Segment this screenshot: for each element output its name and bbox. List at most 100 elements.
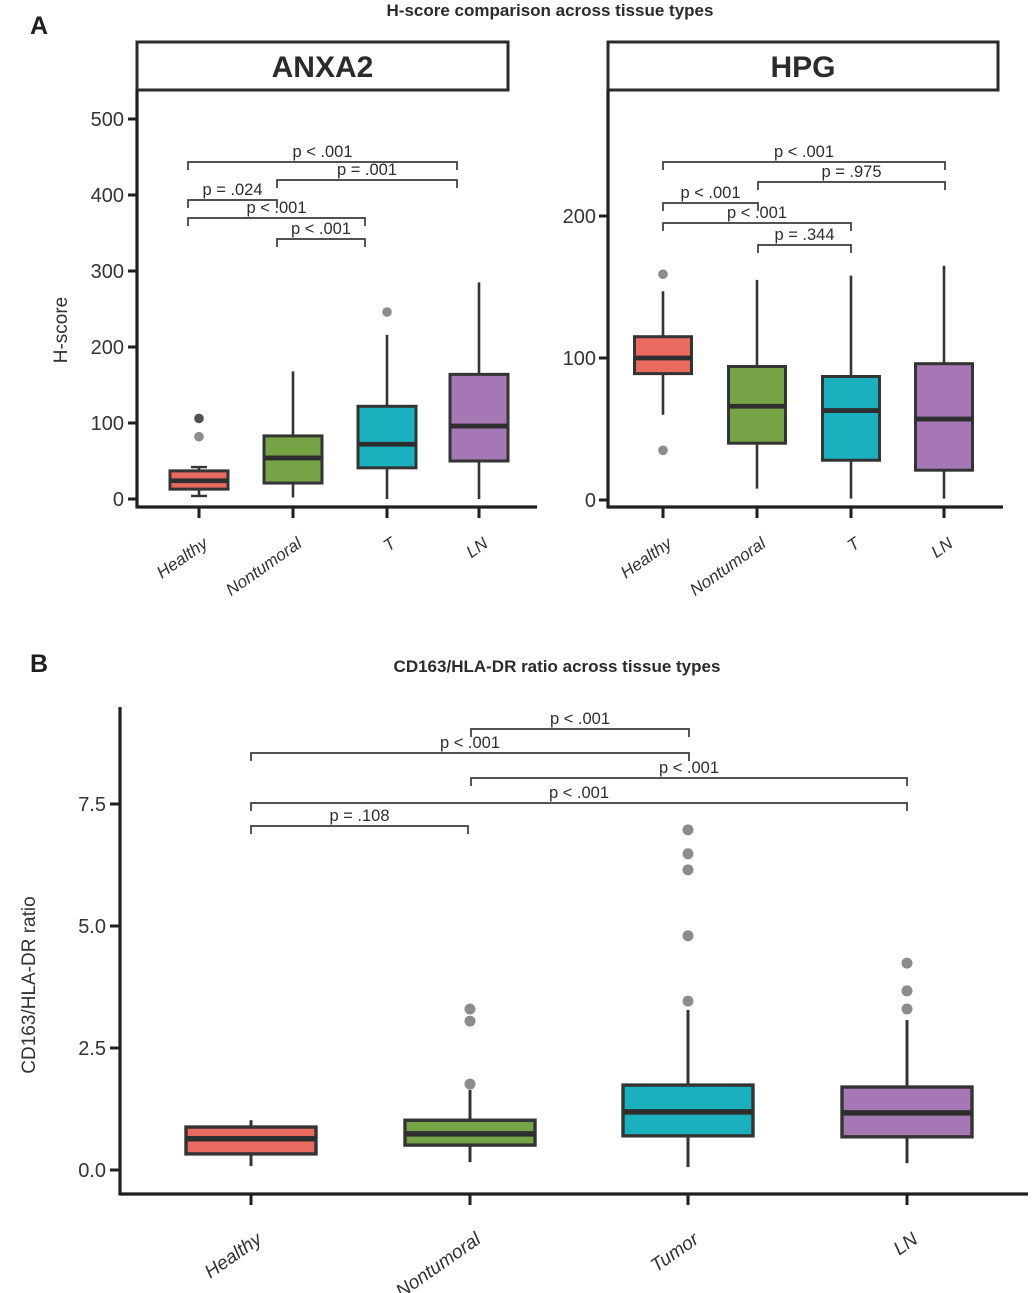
y-tick-label: 0 bbox=[585, 490, 596, 512]
panel-a-letter: A bbox=[30, 12, 49, 40]
p-value-label: p = .975 bbox=[821, 163, 881, 181]
subplot-header-box bbox=[135, 40, 510, 92]
iqr-box bbox=[448, 372, 510, 463]
outlier-point bbox=[464, 1015, 476, 1027]
outlier-point bbox=[901, 985, 913, 997]
outlier-point bbox=[682, 824, 694, 836]
significance-bracket bbox=[250, 825, 469, 834]
outlier-point bbox=[658, 269, 668, 280]
significance-bracket bbox=[250, 802, 908, 811]
x-category-label: T bbox=[844, 533, 865, 555]
significance-bracket bbox=[187, 161, 458, 170]
box-t bbox=[821, 275, 881, 499]
significance-bracket bbox=[187, 199, 278, 208]
p-value-label: p = .024 bbox=[202, 181, 262, 199]
y-tick-label: 200 bbox=[91, 337, 124, 359]
p-value-label: p = .001 bbox=[337, 161, 397, 179]
subplot-title: HPG bbox=[770, 51, 835, 84]
p-value-label: p < .001 bbox=[292, 143, 352, 161]
iqr-box bbox=[821, 374, 881, 462]
significance-bracket bbox=[757, 181, 946, 190]
x-category-label: Healthy bbox=[617, 533, 676, 582]
significance-bracket bbox=[470, 728, 690, 737]
box-t bbox=[356, 307, 418, 499]
significance-bracket bbox=[470, 777, 908, 786]
p-value-label: p < .001 bbox=[659, 759, 719, 777]
iqr-box bbox=[356, 404, 418, 470]
y-tick-label: 0 bbox=[113, 489, 124, 511]
significance-bracket bbox=[662, 202, 759, 211]
p-value-label: p < .001 bbox=[291, 220, 351, 238]
outlier-point bbox=[658, 445, 668, 456]
box-nontumoral bbox=[262, 371, 324, 498]
subplot-title: ANXA2 bbox=[272, 51, 374, 84]
p-value-label: p < .001 bbox=[549, 784, 609, 802]
box-ln bbox=[448, 282, 510, 499]
x-category-label: LN bbox=[890, 1229, 922, 1260]
significance-bracket bbox=[250, 752, 690, 761]
outlier-point bbox=[464, 1078, 476, 1090]
y-tick-label: 5.0 bbox=[78, 916, 106, 938]
box-ln bbox=[914, 265, 974, 499]
outlier-point bbox=[682, 930, 694, 942]
plot-anxa2: ANXA2 0 100 200 300 400 500 Healthy Nontumoral T L… bbox=[91, 40, 537, 600]
p-value-label: p < .001 bbox=[550, 710, 610, 728]
x-category-label: LN bbox=[463, 533, 492, 561]
significance-bracket bbox=[276, 238, 366, 247]
p-value-label: p = .344 bbox=[774, 226, 834, 244]
box-healthy bbox=[184, 1120, 318, 1167]
y-tick-label: 500 bbox=[91, 109, 124, 131]
outlier-point bbox=[682, 995, 694, 1007]
panel-b-title: CD163/HLA-DR ratio across tissue types bbox=[393, 657, 721, 676]
panel-a-title: H-score comparison across tissue types bbox=[386, 1, 714, 20]
y-tick-label: 200 bbox=[563, 206, 596, 228]
outlier-point bbox=[682, 864, 694, 876]
significance-bracket bbox=[276, 179, 458, 188]
plot-panel-b: 0.0 2.5 5.0 7.5 Healthy Nontumoral Tumor LN p < … bbox=[78, 707, 1028, 1293]
outlier-point bbox=[382, 307, 392, 317]
p-value-label: p < .001 bbox=[246, 199, 306, 217]
outlier-point bbox=[901, 957, 913, 969]
plot-hpg: HPG 0 100 200 Healthy Nontumoral T LN p < .001 p … bbox=[563, 40, 1003, 600]
box-nontumoral bbox=[403, 1003, 537, 1163]
x-category-label: Nontumoral bbox=[222, 533, 306, 600]
y-tick-label: 300 bbox=[91, 261, 124, 283]
x-category-label: Healthy bbox=[201, 1228, 267, 1283]
significance-bracket bbox=[187, 217, 366, 226]
x-category-label: LN bbox=[928, 533, 957, 561]
outlier-point bbox=[194, 413, 204, 424]
p-value-label: p = .108 bbox=[329, 807, 389, 825]
x-category-label: Nontumoral bbox=[392, 1228, 485, 1293]
y-tick-label: 7.5 bbox=[78, 794, 106, 816]
box-nontumoral bbox=[727, 279, 787, 489]
box-ln bbox=[840, 957, 974, 1164]
box-healthy bbox=[633, 269, 693, 456]
p-value-label: p < .001 bbox=[727, 204, 787, 222]
outlier-point bbox=[901, 1003, 913, 1015]
significance-bracket bbox=[757, 244, 852, 253]
iqr-box bbox=[633, 335, 693, 376]
p-value-label: p < .001 bbox=[774, 143, 834, 161]
y-tick-label: 2.5 bbox=[78, 1038, 106, 1060]
y-tick-label: 100 bbox=[563, 348, 596, 370]
outlier-point bbox=[682, 848, 694, 860]
outlier-point bbox=[464, 1003, 476, 1015]
x-category-label: T bbox=[380, 533, 401, 555]
significance-bracket bbox=[662, 161, 946, 170]
box-tumor bbox=[621, 824, 755, 1168]
subplot-header-box bbox=[606, 40, 1000, 92]
x-category-label: Healthy bbox=[153, 533, 212, 582]
p-value-label: p < .001 bbox=[680, 184, 740, 202]
x-category-label: Nontumoral bbox=[686, 533, 770, 600]
y-tick-label: 100 bbox=[91, 413, 124, 435]
significance-bracket bbox=[662, 222, 852, 231]
x-category-label: Tumor bbox=[647, 1229, 703, 1277]
outlier-point bbox=[194, 431, 204, 442]
y-tick-label: 0.0 bbox=[78, 1160, 106, 1182]
p-value-label: p < .001 bbox=[440, 734, 500, 752]
box-healthy bbox=[168, 413, 230, 498]
y-tick-label: 400 bbox=[91, 185, 124, 207]
panel-b-letter: B bbox=[30, 650, 49, 678]
